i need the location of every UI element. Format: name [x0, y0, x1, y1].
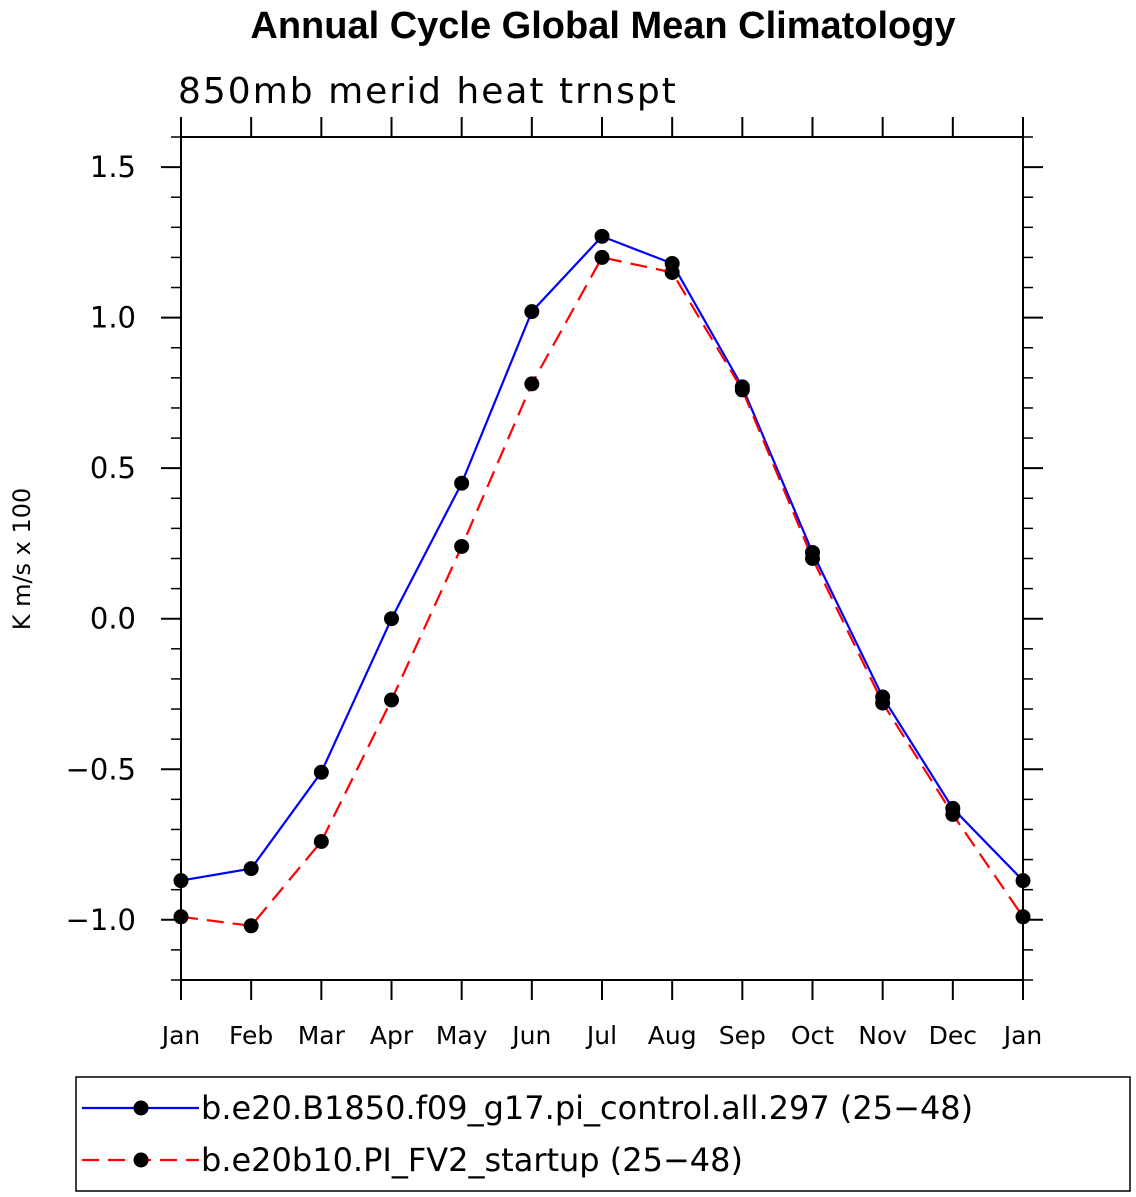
series-2-point — [945, 806, 961, 822]
legend-marker-2 — [133, 1152, 149, 1168]
legend-label-1: b.e20.B1850.f09_g17.pi_control.all.297 (… — [201, 1089, 973, 1127]
legend: b.e20.B1850.f09_g17.pi_control.all.297 (… — [75, 1076, 1131, 1192]
x-tick-label: Apr — [370, 1021, 414, 1050]
series-2-point — [734, 382, 750, 398]
series-1-point — [384, 611, 399, 627]
x-tick-label: Jan — [160, 1021, 201, 1050]
series-2-point — [805, 551, 820, 566]
series-2-point — [384, 692, 399, 708]
chart-title: Annual Cycle Global Mean Climatology — [250, 5, 955, 47]
x-tick-label: Dec — [929, 1021, 977, 1050]
series-2-point — [454, 538, 470, 554]
series-1-point — [454, 475, 470, 491]
series-1-point — [173, 873, 189, 889]
y-axis-label: K m/s x 100 — [8, 488, 36, 631]
x-tick-label: Nov — [858, 1021, 907, 1050]
x-tick-label: Jan — [1002, 1021, 1043, 1050]
series-2-point — [664, 264, 680, 280]
series-2-point — [594, 249, 610, 265]
series-2-point — [173, 909, 189, 925]
series-1-point — [243, 861, 259, 877]
plot-axes: −1.0 −0.5 0.0 0.5 1.0 1.5 Jan Feb Mar Apr May Jun Ju… — [66, 117, 1043, 1050]
series-1-point — [524, 304, 540, 320]
legend-marker-1 — [133, 1100, 149, 1116]
y-tick-label: −0.5 — [66, 752, 136, 786]
x-tick-label: Feb — [229, 1021, 273, 1050]
x-tick-label: Jul — [585, 1021, 617, 1050]
x-tick-label: Aug — [648, 1021, 697, 1050]
series-1-point — [313, 764, 329, 780]
series-2-point — [243, 918, 259, 934]
y-tick-label: −1.0 — [66, 903, 136, 937]
x-tick-label: Oct — [791, 1021, 834, 1050]
series-2-point — [1015, 909, 1031, 925]
series-2-point — [875, 695, 891, 711]
series-2-point — [524, 376, 540, 392]
series-2-point — [313, 834, 329, 850]
y-tick-label: 1.0 — [90, 301, 136, 335]
legend-box — [75, 1076, 1131, 1192]
legend-label-2: b.e20b10.PI_FV2_startup (25−48) — [201, 1141, 743, 1179]
series-line-1 — [180, 235, 1024, 882]
y-tick-label: 1.5 — [90, 150, 136, 184]
y-tick-label: 0.0 — [90, 602, 136, 636]
y-tick-label: 0.5 — [90, 451, 136, 485]
x-tick-label: Mar — [298, 1021, 346, 1050]
x-tick-label: Jun — [510, 1021, 551, 1050]
x-tick-label: May — [436, 1021, 488, 1050]
series-1-point — [594, 228, 610, 244]
series-1-point — [1015, 873, 1031, 889]
series-line-2 — [180, 256, 1024, 927]
chart-subtitle: 850mb merid heat trnspt — [178, 71, 678, 112]
x-tick-label: Sep — [719, 1021, 766, 1050]
series-layer — [173, 228, 1031, 934]
